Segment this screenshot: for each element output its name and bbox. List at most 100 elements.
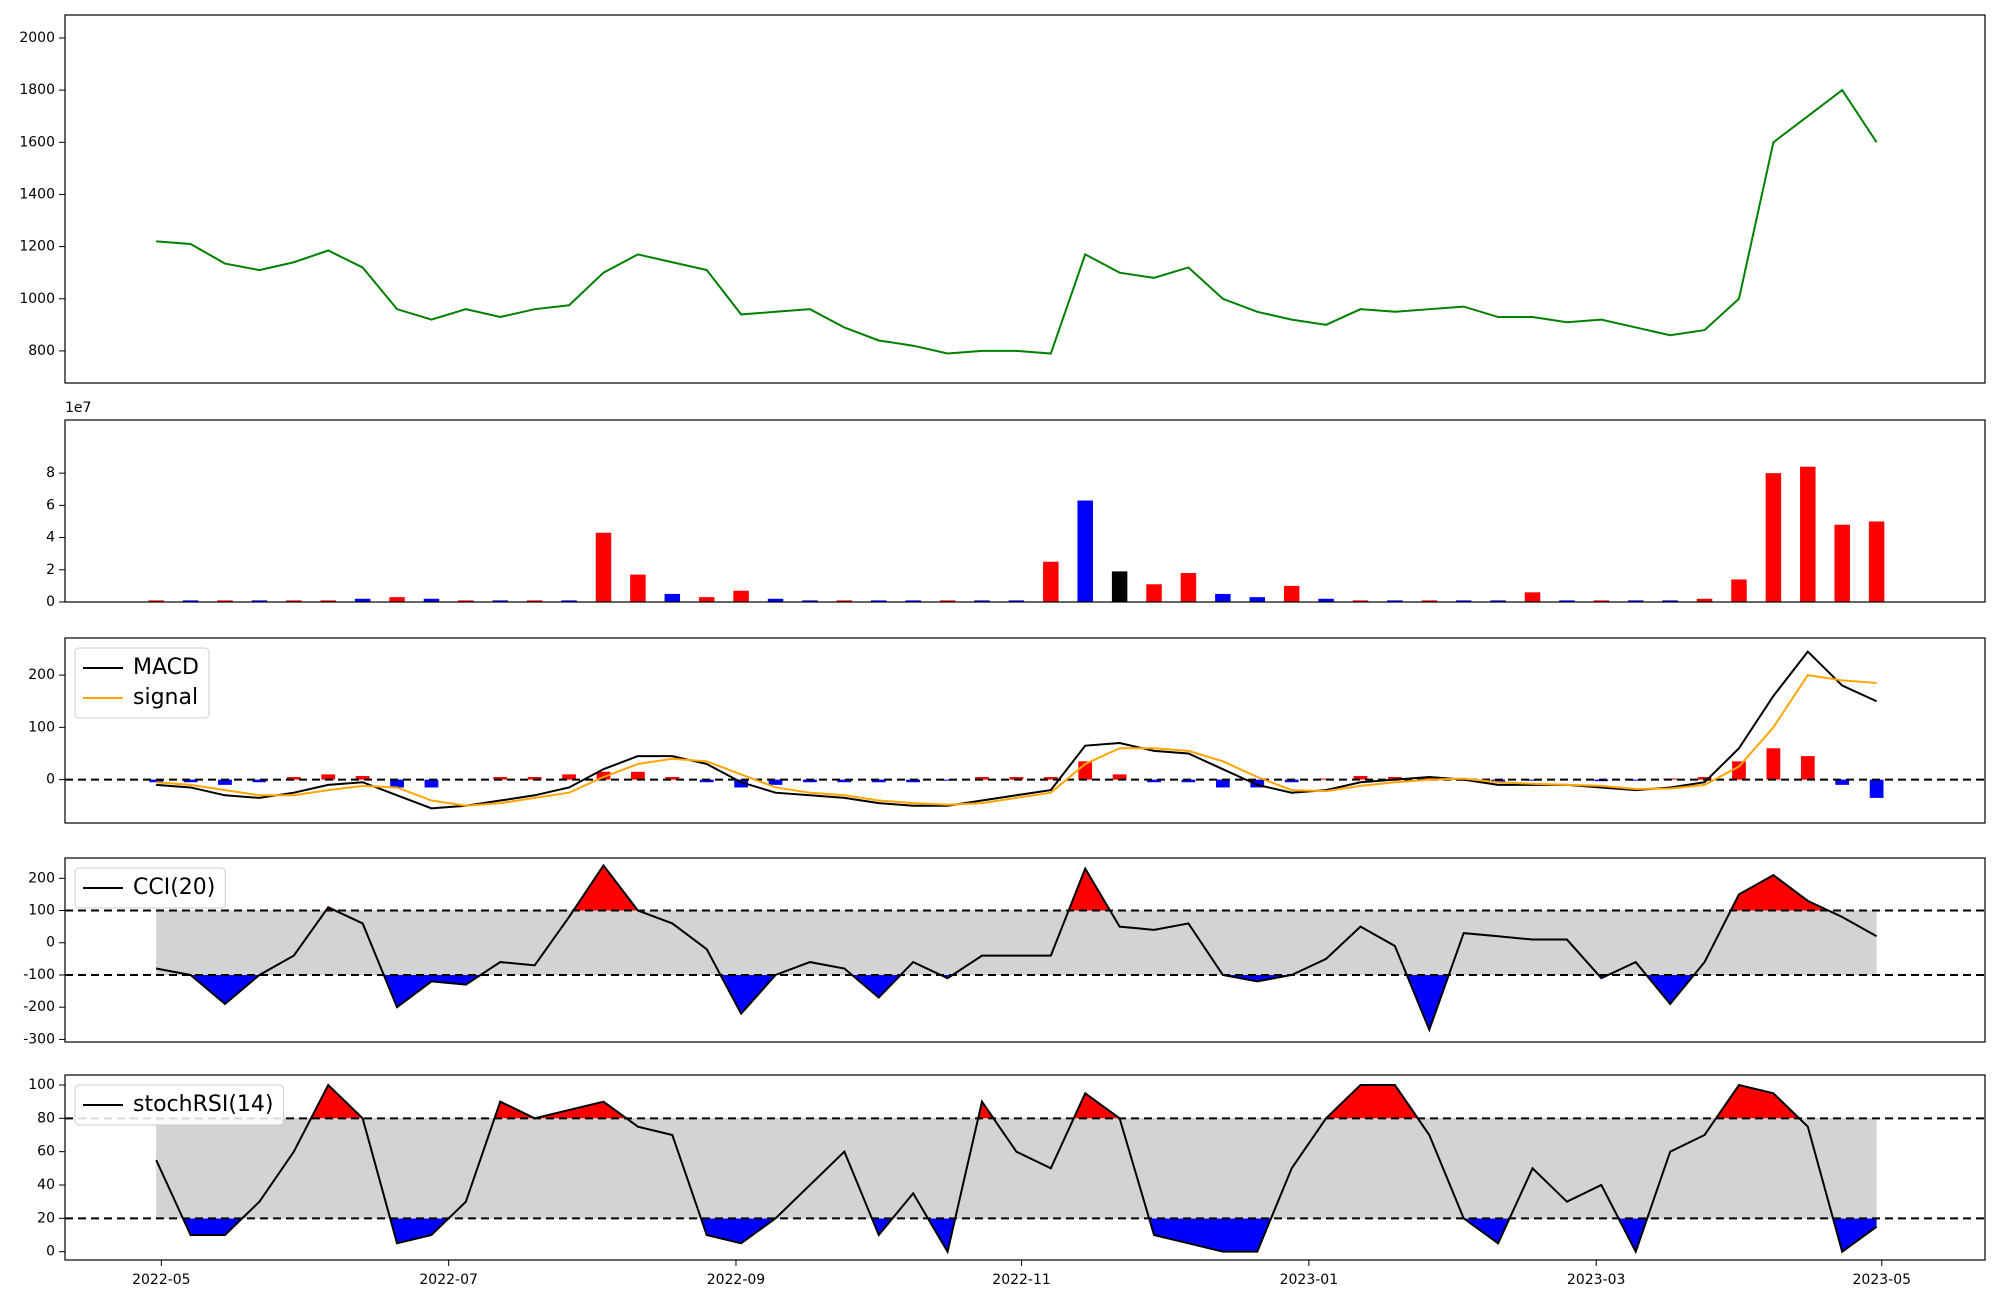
y-tick-label: 6	[46, 497, 55, 513]
histogram-bar	[1043, 777, 1058, 780]
histogram-bar	[1491, 779, 1505, 783]
volume-bar	[1215, 593, 1231, 602]
y-tick-label: 800	[28, 343, 55, 359]
histogram-bar	[1732, 761, 1746, 780]
volume-bar	[1146, 584, 1162, 602]
volume-bar	[595, 532, 612, 602]
price-line	[156, 88, 1878, 355]
volume-bar	[561, 600, 577, 602]
panel-frame	[64, 857, 1986, 1043]
y-tick-label: 0	[46, 594, 55, 610]
legend: stochRSI(14)	[74, 1084, 284, 1126]
volume-bar	[1834, 524, 1850, 602]
y-tick-label: 2	[46, 562, 55, 578]
volume-bar	[1593, 600, 1610, 602]
volume-bar	[320, 600, 336, 602]
histogram-bar	[390, 779, 404, 788]
y-tick-label: 1800	[19, 82, 55, 98]
volume-bar	[939, 600, 956, 602]
legend-label: stochRSI(14)	[133, 1092, 274, 1117]
volume-bar	[389, 597, 405, 602]
legend-box	[74, 867, 226, 909]
histogram-bar	[699, 779, 714, 783]
y-tick-label: 1400	[19, 186, 55, 202]
indicator-line	[155, 1083, 1878, 1255]
volume-bar	[1800, 466, 1816, 602]
volume-bar	[1043, 561, 1059, 602]
y-tick-label: 20	[37, 1210, 55, 1226]
histogram-bar	[975, 777, 989, 780]
volume-bar	[1249, 597, 1265, 602]
volume-bar	[1662, 600, 1678, 602]
neutral-band	[156, 910, 1877, 975]
indicator-line	[156, 650, 1878, 810]
y-tick-label: 1000	[19, 291, 55, 307]
volume-bar	[1421, 600, 1438, 602]
histogram-bar	[837, 779, 852, 783]
histogram-bar	[1009, 777, 1024, 780]
volume-bar	[1524, 592, 1541, 602]
volume-bar	[423, 598, 440, 602]
y-tick-label: 80	[37, 1110, 55, 1126]
histogram-bar	[871, 779, 886, 783]
x-tick-label: 2022-07	[419, 1272, 478, 1288]
histogram-bar	[562, 774, 576, 780]
volume-bar	[1455, 600, 1472, 602]
y-tick-label: 60	[37, 1144, 55, 1160]
volume-bar	[458, 600, 474, 602]
y-tick-label: 100	[28, 903, 55, 919]
volume-bar	[354, 598, 371, 602]
volume-bar	[630, 574, 646, 602]
x-tick-label: 2022-09	[707, 1272, 766, 1288]
histogram-bar	[183, 779, 198, 783]
histogram-bar	[803, 779, 817, 783]
y-tick-label: -200	[23, 999, 55, 1015]
volume-bar	[974, 600, 990, 602]
volume-bar	[1696, 598, 1713, 602]
volume-bar	[1387, 600, 1403, 602]
histogram-bar	[1697, 777, 1712, 780]
histogram-bar	[424, 779, 439, 788]
x-tick-label: 2023-05	[1853, 1272, 1912, 1288]
histogram-bar	[906, 779, 921, 783]
y-tick-label: 8	[46, 465, 55, 481]
panel-frame	[64, 637, 1986, 824]
histogram-bar	[493, 777, 508, 780]
volume-bar	[1318, 598, 1334, 602]
indicator-line	[156, 674, 1877, 807]
x-tick-label: 2023-03	[1567, 1272, 1626, 1288]
histogram-bar	[1835, 779, 1850, 785]
y-tick-label: -100	[23, 967, 55, 983]
volume-bar	[1077, 500, 1093, 602]
volume-bar	[664, 593, 681, 602]
histogram-bar	[1422, 777, 1437, 780]
volume-bar	[1352, 600, 1369, 602]
y-tick-label: 2000	[19, 30, 55, 46]
histogram-bar	[286, 777, 301, 780]
histogram-bar	[1215, 779, 1230, 788]
histogram-bar	[1628, 779, 1643, 781]
histogram-bar	[768, 779, 783, 785]
panel-frame	[64, 14, 1986, 384]
volume-bar	[905, 600, 921, 602]
legend: MACD signal	[74, 647, 210, 719]
histogram-bar	[940, 779, 955, 781]
volume-bar	[767, 598, 784, 602]
histogram-bar	[1112, 774, 1127, 780]
legend-box	[74, 1084, 284, 1126]
histogram-bar	[1525, 779, 1540, 781]
volume-bar	[1008, 600, 1025, 602]
y-tick-label: 0	[46, 772, 55, 788]
histogram-bar	[1181, 779, 1196, 783]
offset-label: 1e7	[65, 400, 91, 416]
volume-bar	[836, 600, 853, 602]
histogram-bar	[596, 771, 611, 780]
volume-bar	[802, 600, 818, 602]
histogram-bar	[1250, 779, 1265, 788]
histogram-bar	[1284, 779, 1299, 783]
histogram-bar	[218, 779, 232, 785]
x-tick-label: 2022-11	[992, 1272, 1051, 1288]
histogram-bar	[1147, 779, 1161, 783]
y-tick-label: 0	[46, 935, 55, 951]
